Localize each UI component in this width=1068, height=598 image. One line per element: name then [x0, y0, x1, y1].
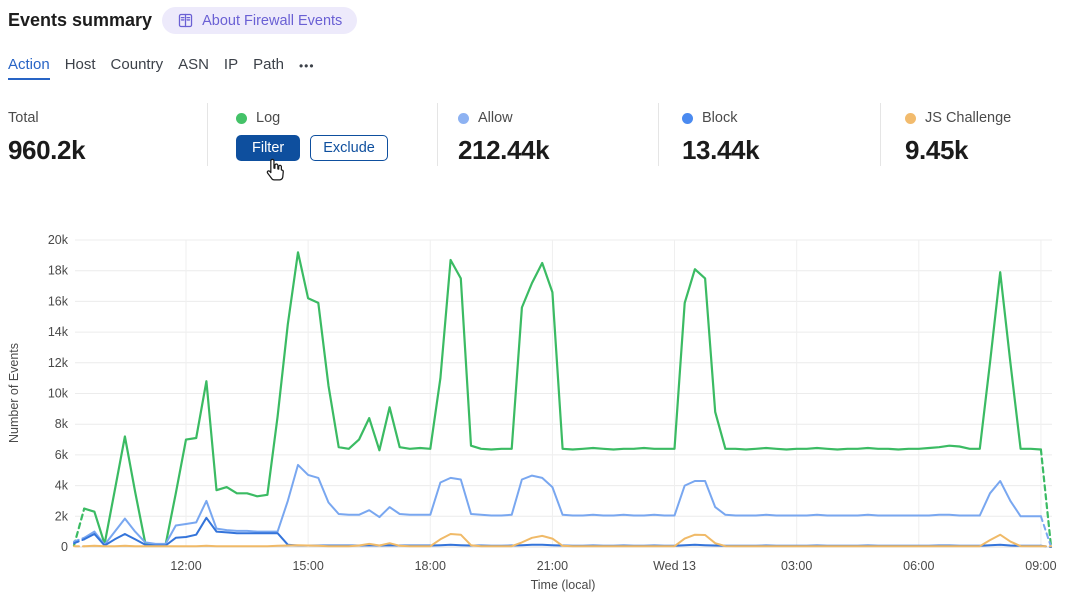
stat-block[interactable]: Block 13.44k: [658, 103, 880, 166]
svg-text:Number of Events: Number of Events: [7, 343, 21, 443]
svg-text:15:00: 15:00: [292, 559, 323, 573]
svg-text:4k: 4k: [55, 479, 69, 493]
svg-text:10k: 10k: [48, 387, 69, 401]
svg-text:20k: 20k: [48, 233, 69, 247]
tab-ip[interactable]: IP: [223, 56, 239, 73]
events-time-series-chart[interactable]: 0 2k 4k 6k 8k 10k 12k 14k 16k 18k 20k 12:00 15:00 18:…: [0, 228, 1068, 598]
stat-block-label: Block: [702, 110, 738, 126]
stat-total-label: Total: [8, 110, 39, 126]
stat-allow-label: Allow: [478, 110, 513, 126]
book-icon: [177, 12, 194, 29]
stat-total-value: 960.2k: [8, 135, 86, 165]
stats-row: Total 960.2k Log Filter Exclude Allow 21…: [8, 103, 1060, 166]
svg-text:Wed 13: Wed 13: [653, 559, 696, 573]
stat-block-value: 13.44k: [682, 135, 760, 165]
svg-text:09:00: 09:00: [1025, 559, 1056, 573]
tab-country[interactable]: Country: [110, 56, 164, 73]
stat-allow-value: 212.44k: [458, 135, 550, 165]
svg-text:03:00: 03:00: [781, 559, 812, 573]
svg-text:2k: 2k: [55, 509, 69, 523]
svg-text:06:00: 06:00: [903, 559, 934, 573]
stat-log[interactable]: Log Filter Exclude: [207, 103, 437, 166]
page-header: Events summary About Firewall Events: [8, 7, 358, 34]
svg-text:Time (local): Time (local): [531, 578, 596, 592]
stat-log-label: Log: [256, 110, 281, 126]
stat-total: Total 960.2k: [8, 103, 207, 166]
tab-bar: Action Host Country ASN IP Path •••: [8, 56, 315, 80]
svg-text:0: 0: [61, 540, 68, 554]
svg-text:21:00: 21:00: [537, 559, 568, 573]
tab-host[interactable]: Host: [64, 56, 96, 73]
log-legend-dot: [236, 112, 247, 124]
svg-text:14k: 14k: [48, 325, 69, 339]
exclude-button[interactable]: Exclude: [310, 135, 388, 161]
tab-path[interactable]: Path: [253, 56, 284, 73]
svg-text:6k: 6k: [55, 448, 69, 462]
block-legend-dot: [682, 112, 693, 124]
svg-text:8k: 8k: [55, 417, 69, 431]
stat-allow[interactable]: Allow 212.44k: [437, 103, 658, 166]
page-title: Events summary: [8, 10, 153, 30]
more-tabs-icon[interactable]: •••: [298, 58, 315, 73]
js-challenge-legend-dot: [905, 112, 916, 124]
filter-button[interactable]: Filter: [236, 135, 301, 161]
stat-js-challenge-label: JS Challenge: [925, 110, 1012, 126]
allow-legend-dot: [458, 112, 469, 124]
about-firewall-events-badge[interactable]: About Firewall Events: [162, 7, 358, 34]
tab-action[interactable]: Action: [8, 56, 50, 80]
svg-text:12:00: 12:00: [170, 559, 201, 573]
svg-text:18k: 18k: [48, 264, 69, 278]
svg-text:18:00: 18:00: [415, 559, 446, 573]
svg-text:16k: 16k: [48, 294, 69, 308]
about-badge-label: About Firewall Events: [202, 12, 343, 29]
stat-js-challenge-value: 9.45k: [905, 135, 969, 165]
stat-js-challenge[interactable]: JS Challenge 9.45k: [880, 103, 1060, 166]
tab-asn[interactable]: ASN: [178, 56, 209, 73]
svg-text:12k: 12k: [48, 356, 69, 370]
